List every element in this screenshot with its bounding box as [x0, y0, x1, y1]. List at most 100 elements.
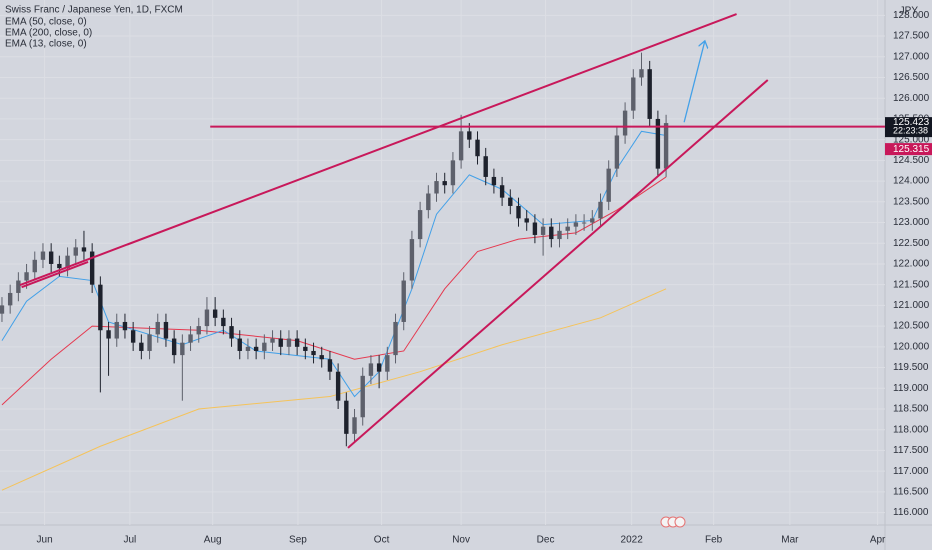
- candle-body: [352, 417, 357, 434]
- trend-line: [19, 13, 737, 287]
- line-price-badge: [885, 143, 932, 156]
- candle-body: [7, 292, 13, 306]
- candle-body: [491, 176, 497, 186]
- candle-body: [155, 321, 160, 335]
- x-tick-label: Jul: [123, 535, 136, 546]
- candle-body: [540, 226, 546, 235]
- plot: [0, 13, 885, 491]
- legend-entry: EMA (200, close, 0): [5, 28, 92, 39]
- y-tick-label: 122.500: [893, 238, 930, 249]
- candle-body: [81, 247, 87, 252]
- candle-body: [196, 326, 201, 335]
- y-tick-label: 125.000: [893, 134, 930, 145]
- y-tick-label: 127.500: [893, 31, 930, 42]
- candle-body: [270, 338, 275, 343]
- candle-body: [450, 160, 456, 186]
- x-tick-label: 2022: [621, 535, 644, 546]
- candle-body: [499, 185, 505, 198]
- candle-body: [0, 305, 5, 314]
- candle-body: [212, 309, 218, 318]
- y-tick-label: 121.500: [893, 279, 930, 290]
- axes: 116.000 116.500 117.000 117.500 118.000 118.5…: [37, 10, 932, 546]
- candle-body: [524, 218, 529, 223]
- y-tick-label: 116.500: [893, 486, 929, 497]
- y-tick-label: 117.500: [893, 445, 929, 456]
- candle-body: [458, 131, 464, 161]
- candle-body: [590, 218, 595, 223]
- y-tick-label: 126.000: [893, 93, 930, 104]
- candle-body: [335, 371, 341, 401]
- chart-title: Swiss Franc / Japanese Yen, 1D, FXCM: [5, 5, 183, 16]
- candle-body: [401, 280, 406, 322]
- arrow: [683, 42, 704, 123]
- legend-entry: EMA (13, close, 0): [5, 39, 87, 50]
- candle-body: [147, 334, 152, 351]
- y-tick-label: 119.000: [893, 383, 929, 394]
- candle-body: [368, 363, 374, 376]
- trend-line: [347, 79, 769, 449]
- candle-body: [245, 346, 251, 351]
- y-tick-label: 119.500: [893, 362, 929, 373]
- candle-body: [475, 139, 480, 157]
- candle-body: [549, 226, 554, 240]
- x-tick-label: Nov: [452, 535, 470, 546]
- candle-body: [319, 355, 324, 360]
- candle-body: [631, 77, 636, 111]
- candle-body: [409, 239, 415, 281]
- candle-body: [262, 342, 267, 351]
- x-tick-label: Apr: [870, 535, 886, 546]
- candle-body: [221, 317, 226, 327]
- candle-body: [204, 309, 210, 327]
- candle-body: [303, 346, 308, 351]
- candle-body: [32, 259, 37, 273]
- y-tick-label: 116.000: [893, 507, 929, 518]
- line-price-label: 125.315: [893, 144, 930, 155]
- replay-icons[interactable]: [660, 516, 686, 528]
- candle-body: [65, 255, 70, 269]
- y-tick-label: 128.000: [893, 10, 930, 21]
- y-tick-label: 123.500: [893, 196, 930, 207]
- y-tick-label: 117.000: [893, 466, 929, 477]
- candle-body: [180, 342, 185, 356]
- candle-body: [327, 359, 333, 372]
- candle-body: [573, 222, 579, 227]
- y-tick-label: 118.000: [893, 424, 929, 435]
- candle-body: [98, 284, 103, 331]
- legend-entry: EMA (50, close, 0): [5, 17, 87, 28]
- x-tick-label: Oct: [374, 535, 390, 546]
- y-tick-label: 120.000: [893, 341, 930, 352]
- candle-body: [614, 135, 620, 169]
- candle-body: [385, 355, 390, 372]
- candle-body: [483, 156, 488, 177]
- candle-body: [114, 321, 119, 339]
- last-price-label: 125.423: [893, 117, 930, 128]
- grid: [0, 0, 885, 525]
- candle-body: [434, 181, 439, 194]
- candle-body: [106, 330, 111, 339]
- candle-body: [16, 280, 21, 293]
- candle-body: [598, 201, 603, 219]
- countdown-label: 22:23:38: [893, 125, 928, 135]
- candle-body: [663, 123, 669, 169]
- candle-body: [581, 222, 587, 224]
- candle-body: [647, 69, 652, 119]
- candle-body: [426, 193, 431, 211]
- candle-body: [139, 342, 144, 351]
- y-tick-label: 124.500: [893, 155, 930, 166]
- candle-body: [89, 251, 95, 285]
- x-tick-label: Feb: [705, 535, 723, 546]
- x-tick-label: Jun: [37, 535, 53, 546]
- candle-body: [294, 338, 300, 347]
- trend-line: [21, 260, 89, 289]
- candle-body: [40, 251, 46, 260]
- candle-body: [73, 247, 78, 256]
- candle-body: [532, 222, 538, 235]
- y-tick-label: 122.000: [893, 259, 930, 270]
- candle-body: [606, 168, 611, 202]
- candle-body: [557, 230, 562, 240]
- y-tick-label: 123.000: [893, 217, 930, 228]
- candle-body: [122, 321, 128, 331]
- x-tick-label: Dec: [537, 535, 555, 546]
